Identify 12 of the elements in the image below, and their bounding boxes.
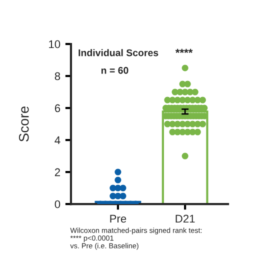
y-tick-label: 6 [54, 104, 60, 112]
y-tick-label: 4 [54, 136, 60, 144]
x-tick-label: Pre [110, 214, 126, 223]
annotation: Individual Scores [78, 49, 158, 56]
y-tick-label: 2 [54, 168, 60, 176]
annotation: **** [175, 48, 193, 53]
annotation: n = 60 [101, 66, 128, 74]
y-tick-label: 8 [54, 72, 60, 80]
y-axis-title: Score [18, 106, 29, 142]
y-tick-label: 10 [49, 40, 60, 48]
x-tick-label: D21 [176, 214, 195, 223]
y-tick-label: 0 [54, 200, 60, 208]
